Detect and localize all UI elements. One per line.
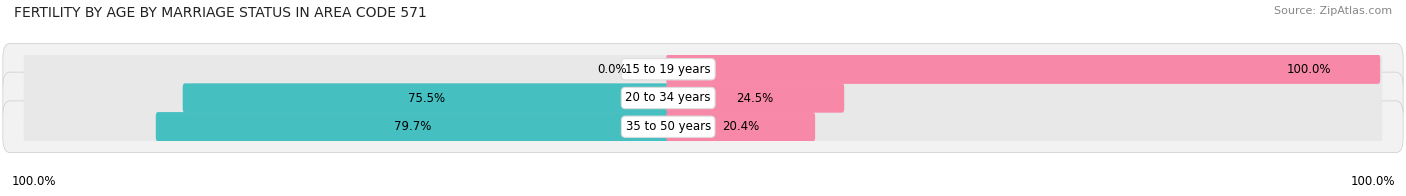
- Text: FERTILITY BY AGE BY MARRIAGE STATUS IN AREA CODE 571: FERTILITY BY AGE BY MARRIAGE STATUS IN A…: [14, 6, 427, 20]
- FancyBboxPatch shape: [666, 112, 815, 141]
- FancyBboxPatch shape: [183, 83, 671, 113]
- Text: 35 to 50 years: 35 to 50 years: [626, 120, 711, 133]
- FancyBboxPatch shape: [3, 43, 1403, 95]
- Text: 100.0%: 100.0%: [11, 175, 56, 188]
- Text: 20 to 34 years: 20 to 34 years: [626, 92, 711, 104]
- Text: 100.0%: 100.0%: [1286, 63, 1330, 76]
- FancyBboxPatch shape: [24, 79, 1382, 117]
- Text: 100.0%: 100.0%: [1350, 175, 1395, 188]
- FancyBboxPatch shape: [3, 101, 1403, 153]
- Text: 79.7%: 79.7%: [394, 120, 432, 133]
- Text: 0.0%: 0.0%: [596, 63, 627, 76]
- Text: 20.4%: 20.4%: [723, 120, 759, 133]
- Text: 75.5%: 75.5%: [408, 92, 446, 104]
- Text: 24.5%: 24.5%: [737, 92, 773, 104]
- FancyBboxPatch shape: [666, 55, 1381, 84]
- Text: 15 to 19 years: 15 to 19 years: [626, 63, 711, 76]
- FancyBboxPatch shape: [3, 72, 1403, 124]
- FancyBboxPatch shape: [24, 108, 1382, 146]
- Text: Source: ZipAtlas.com: Source: ZipAtlas.com: [1274, 6, 1392, 16]
- FancyBboxPatch shape: [156, 112, 671, 141]
- FancyBboxPatch shape: [666, 83, 844, 113]
- FancyBboxPatch shape: [24, 50, 1382, 88]
